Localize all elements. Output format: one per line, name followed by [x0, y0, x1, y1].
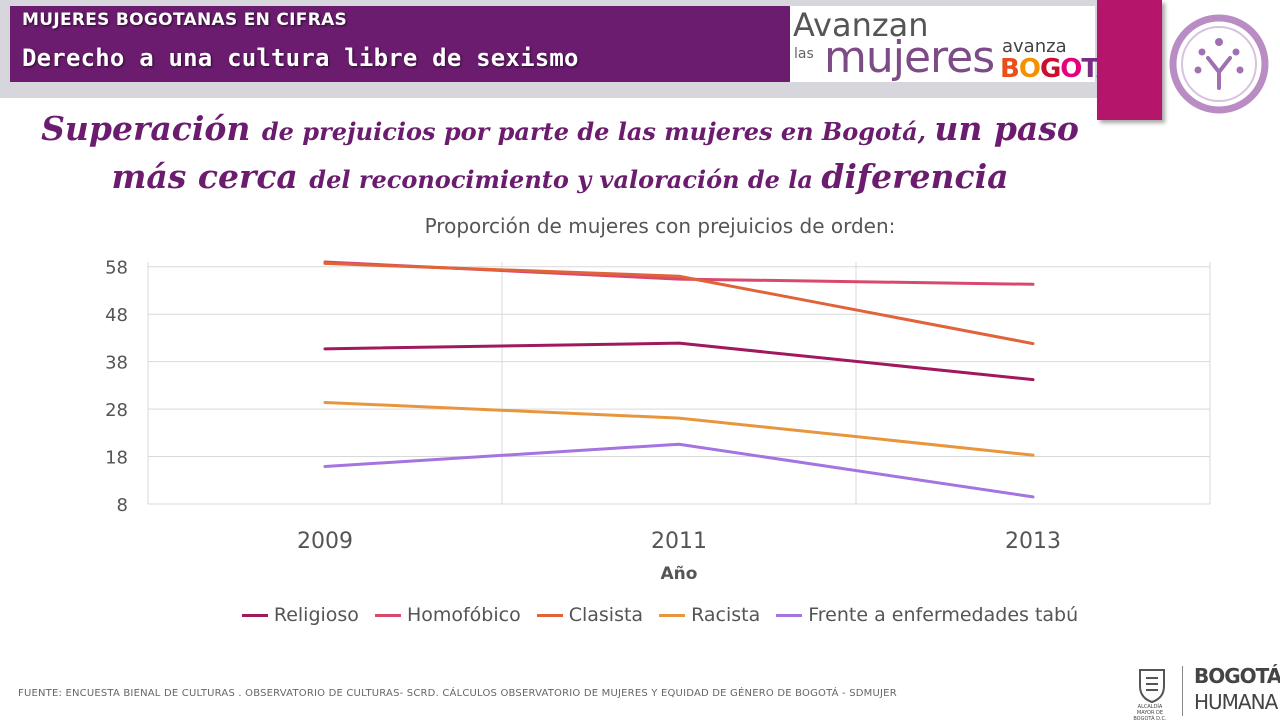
magenta-accent-tab: [1097, 0, 1162, 120]
logo-las-text: las: [794, 46, 814, 62]
headline-part: del reconocimiento y valoración de la: [309, 165, 822, 194]
logo-bogota-word: BOGOTÁ: [1194, 664, 1280, 688]
headline-part: diferencia: [821, 157, 1009, 196]
headline-part: Superación: [41, 109, 262, 148]
logo-humana-word: HUMANA: [1194, 690, 1278, 714]
x-axis-label: Año: [661, 564, 698, 584]
coat-of-arms-icon: [1139, 669, 1165, 704]
avanzan-mujeres-logo: Avanzan las mujeres avanza BOGOTÁ: [790, 6, 1116, 84]
series-line: [323, 261, 1035, 346]
footer-source-note: FUENTE: ENCUESTA BIENAL DE CULTURAS . OB…: [18, 688, 897, 699]
alcaldia-text: ALCALDÍA MAYOR DE BOGOTÁ D.C.: [1133, 704, 1167, 722]
legend-label: Homofóbico: [406, 604, 521, 626]
logo-bogota-text: BOGOTÁ: [1000, 54, 1116, 84]
headline-part: un paso más cerca: [111, 109, 1079, 196]
slide-headline: Superación de prejuicios por parte de la…: [30, 108, 1090, 204]
legend-item: Racista: [659, 604, 760, 626]
logo-mujeres-text: mujeres: [824, 32, 995, 83]
legend-label: Clasista: [568, 604, 644, 626]
legend-item: Clasista: [536, 604, 644, 626]
series-line: [323, 341, 1035, 382]
header-title-box: [10, 6, 790, 82]
logo-divider: [1182, 666, 1183, 716]
legend-swatch: [374, 613, 401, 617]
y-tick-label: 48: [105, 305, 128, 326]
y-tick-label: 28: [105, 400, 128, 421]
logo-avanzan-text: Avanzan: [793, 6, 929, 44]
chart-legend: Religioso Homofóbico Clasista Racista Frente…: [160, 604, 1160, 626]
header-kicker: MUJERES BOGOTANAS EN CIFRAS: [22, 10, 348, 30]
x-tick-label: 2009: [297, 529, 353, 554]
bogota-humana-logo: ALCALDÍA MAYOR DE BOGOTÁ D.C. BOGOTÁ HUM…: [1120, 660, 1280, 722]
chart-title: Proporción de mujeres con prejuicios de …: [424, 214, 896, 238]
legend-swatch: [776, 613, 803, 617]
y-tick-label: 8: [117, 495, 128, 516]
y-tick-label: 18: [105, 448, 128, 469]
series-line: [323, 442, 1035, 499]
logo-bogota-letter: O: [1018, 54, 1041, 84]
logo-bogota-letter: O: [1060, 54, 1082, 84]
x-tick-label: 2011: [651, 529, 707, 554]
y-tick-label: 38: [105, 353, 128, 374]
logo-avanza-text: avanza: [1002, 36, 1067, 57]
logo-bogota-letter: T: [1081, 54, 1097, 84]
y-tick-label: 58: [105, 258, 128, 279]
sdmujer-emblem-icon: [1169, 14, 1269, 114]
legend-item: Religioso: [241, 604, 359, 626]
header-subtitle: Derecho a una cultura libre de sexismo: [22, 44, 579, 72]
series-line: [323, 400, 1035, 457]
legend-label: Frente a enfermedades tabú: [808, 604, 1079, 626]
legend-swatch: [241, 613, 268, 617]
legend-swatch: [659, 613, 686, 617]
legend-item: Homofóbico: [374, 604, 521, 626]
legend-label: Religioso: [273, 604, 359, 626]
x-tick-label: 2013: [1005, 529, 1061, 554]
legend-swatch: [536, 613, 563, 617]
legend-label: Racista: [691, 604, 761, 626]
series-line: [323, 260, 1035, 286]
logo-bogota-letter: B: [1000, 54, 1020, 84]
logo-bogota-letter: G: [1039, 54, 1061, 84]
legend-item: Frente a enfermedades tabú: [776, 604, 1078, 626]
headline-part: de prejuicios por parte de las mujeres e…: [261, 117, 935, 146]
